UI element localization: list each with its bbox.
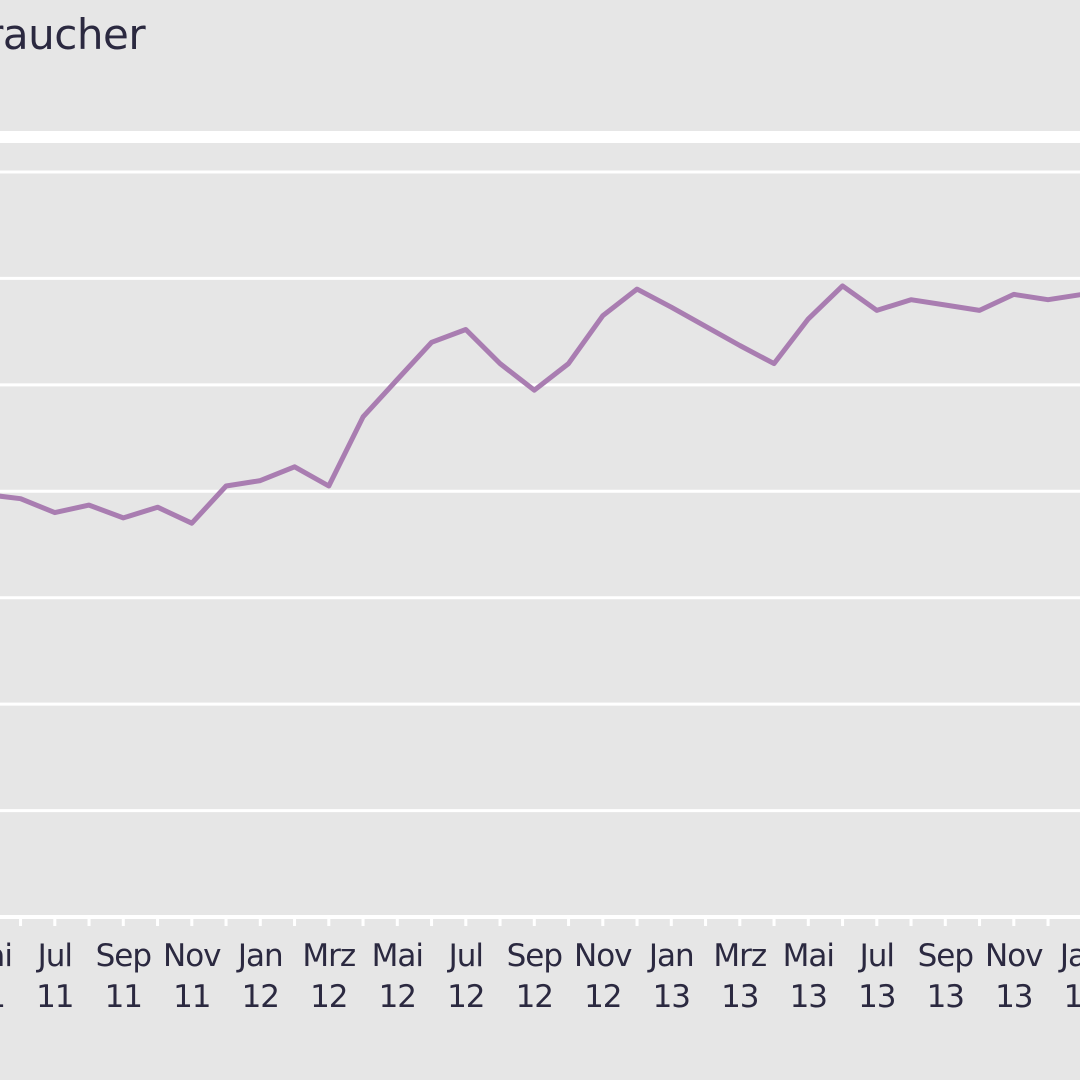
x-ticks <box>19 917 1050 926</box>
x-tick-label-year: 12 <box>447 979 484 1015</box>
x-tick-label-month: Sep <box>507 938 562 974</box>
series-lines <box>0 283 1080 526</box>
x-tick-label-year: 12 <box>516 979 553 1015</box>
x-tick-label-year: 12 <box>310 979 347 1015</box>
x-tick-labels: Mai 11 Jul 11 Sep 11 Nov 11 Jan 12 Mrz 12 Mai 12 Jul 12… <box>0 938 1080 1015</box>
x-tick-label-year: 13 <box>858 979 895 1015</box>
x-tick-label-month: Nov <box>985 938 1043 974</box>
x-tick-label-year: 13 <box>721 979 758 1015</box>
x-tick-label-month: Sep <box>96 938 151 974</box>
x-tick-label-year: 13 <box>927 979 964 1015</box>
grid-lines <box>0 131 1080 919</box>
x-tick-label-year: 13 <box>995 979 1032 1015</box>
x-tick-label-year: 11 <box>105 979 142 1015</box>
x-tick-label-month: Mrz <box>302 938 355 974</box>
x-tick-label-year: 14 <box>1064 979 1080 1015</box>
series-line-0 <box>0 283 1080 526</box>
x-tick-label-month: Jan <box>647 938 694 974</box>
x-tick-label-month: Sep <box>918 938 973 974</box>
x-tick-label-year: 13 <box>790 979 827 1015</box>
x-tick-label-month: Jan <box>1058 938 1080 974</box>
x-tick-label-month: Nov <box>163 938 221 974</box>
x-tick-label-month: Jan <box>236 938 283 974</box>
chart-title: braucher <box>0 10 146 59</box>
x-tick-label-month: Mrz <box>713 938 766 974</box>
x-tick-label-year: 11 <box>173 979 210 1015</box>
x-tick-label-month: Jul <box>36 938 72 974</box>
x-tick-label-month: Jul <box>858 938 894 974</box>
x-tick-label-year: 12 <box>379 979 416 1015</box>
x-tick-label-year: 11 <box>0 979 5 1015</box>
x-tick-label-month: Nov <box>574 938 632 974</box>
x-tick-label-year: 12 <box>584 979 621 1015</box>
x-tick-label-year: 12 <box>242 979 279 1015</box>
x-tick-label-month: Mai <box>0 938 12 974</box>
x-tick-label-month: Mai <box>372 938 423 974</box>
x-tick-label-month: Mai <box>783 938 834 974</box>
x-tick-label-year: 11 <box>36 979 73 1015</box>
x-tick-label-month: Jul <box>447 938 483 974</box>
x-tick-label-year: 13 <box>653 979 690 1015</box>
